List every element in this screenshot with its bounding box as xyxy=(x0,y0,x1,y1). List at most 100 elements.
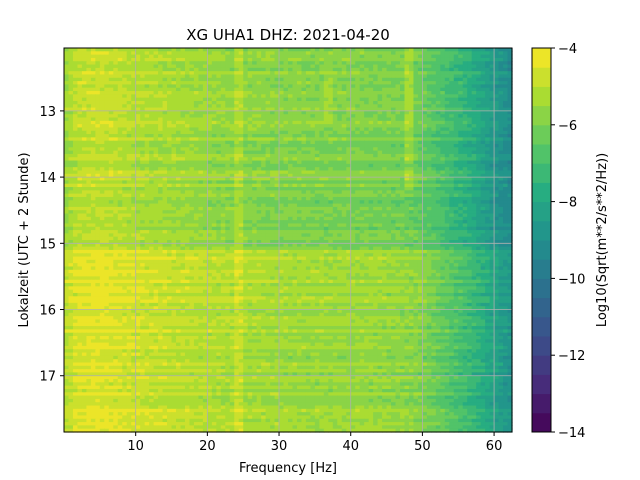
heatmap-cell xyxy=(202,87,208,92)
heatmap-cell xyxy=(274,150,280,155)
heatmap-cell xyxy=(117,150,123,155)
heatmap-cell xyxy=(462,134,468,138)
heatmap-cell xyxy=(305,61,311,66)
heatmap-cell xyxy=(193,134,199,138)
heatmap-cell xyxy=(167,130,173,135)
heatmap-cell xyxy=(193,150,199,155)
heatmap-cell xyxy=(503,134,509,138)
heatmap-cell xyxy=(72,150,79,155)
heatmap-cell xyxy=(72,130,79,135)
heatmap-cell xyxy=(153,150,159,155)
heatmap-cell xyxy=(404,77,410,82)
heatmap-cell xyxy=(462,124,468,129)
heatmap-cell xyxy=(283,150,289,155)
heatmap-cell xyxy=(292,157,298,162)
heatmap-cell xyxy=(171,64,177,69)
heatmap-cell xyxy=(489,153,495,158)
heatmap-cell xyxy=(207,97,213,102)
heatmap-cell xyxy=(314,48,320,52)
heatmap-cell xyxy=(256,153,262,158)
heatmap-cell xyxy=(247,150,253,155)
heatmap-cell xyxy=(337,64,343,69)
heatmap-cell xyxy=(86,77,92,82)
heatmap-cell xyxy=(485,150,491,155)
heatmap-cell xyxy=(220,120,226,125)
heatmap-cell xyxy=(202,150,208,155)
heatmap-cell xyxy=(503,144,509,148)
heatmap-cell xyxy=(211,134,217,138)
heatmap-cell xyxy=(167,67,173,72)
heatmap-cell xyxy=(305,84,311,89)
heatmap-cell xyxy=(494,157,500,162)
heatmap-cell xyxy=(485,104,491,109)
heatmap-cell xyxy=(355,97,361,102)
heatmap-cell xyxy=(310,124,316,129)
heatmap-cell xyxy=(507,84,513,89)
heatmap-cell xyxy=(350,157,356,162)
heatmap-cell xyxy=(435,74,441,79)
heatmap-cell xyxy=(498,120,504,125)
heatmap-cell xyxy=(485,77,491,82)
heatmap-cell xyxy=(220,57,226,62)
heatmap-cell xyxy=(193,153,199,158)
heatmap-cell xyxy=(503,120,509,125)
heatmap-cell xyxy=(413,74,419,79)
heatmap-cell xyxy=(225,64,231,69)
heatmap-cell xyxy=(180,94,186,99)
heatmap-cell xyxy=(274,160,280,165)
heatmap-cell xyxy=(296,97,303,102)
heatmap-cell xyxy=(305,137,311,142)
heatmap-cell xyxy=(386,137,392,142)
heatmap-cell xyxy=(494,54,500,59)
heatmap-cell xyxy=(292,51,298,56)
heatmap-cell xyxy=(288,61,294,66)
heatmap-cell xyxy=(462,127,468,132)
heatmap-cell xyxy=(64,160,70,165)
heatmap-cell xyxy=(341,91,347,95)
heatmap-cell xyxy=(216,67,222,72)
heatmap-cell xyxy=(435,124,441,129)
heatmap-cell xyxy=(476,81,482,86)
heatmap-cell xyxy=(198,77,204,82)
heatmap-cell xyxy=(292,117,298,122)
heatmap-cell xyxy=(162,120,168,125)
heatmap-cell xyxy=(292,110,298,115)
heatmap-cell xyxy=(359,150,365,155)
heatmap-cell xyxy=(382,104,388,109)
heatmap-cell xyxy=(216,117,222,122)
heatmap-cell xyxy=(373,57,379,62)
heatmap-cell xyxy=(261,153,267,158)
heatmap-cell xyxy=(135,48,141,52)
heatmap-cell xyxy=(126,130,132,135)
heatmap-cell xyxy=(382,91,388,95)
heatmap-cell xyxy=(77,150,83,155)
heatmap-cell xyxy=(341,87,347,92)
heatmap-cell xyxy=(480,64,486,69)
heatmap-cell xyxy=(95,160,101,165)
heatmap-cell xyxy=(494,137,500,142)
heatmap-cell xyxy=(480,57,486,62)
heatmap-cell xyxy=(408,157,415,162)
heatmap-cell xyxy=(359,147,365,152)
heatmap-cell xyxy=(238,157,244,162)
heatmap-cell xyxy=(337,120,343,125)
heatmap-cell xyxy=(135,81,141,86)
heatmap-cell xyxy=(270,120,276,125)
heatmap-cell xyxy=(328,147,334,152)
heatmap-cell xyxy=(90,100,96,105)
heatmap-cell xyxy=(485,64,491,69)
heatmap-cell xyxy=(77,74,83,79)
heatmap-cell xyxy=(108,117,114,122)
heatmap-cell xyxy=(149,100,155,105)
heatmap-cell xyxy=(408,71,415,76)
heatmap-cell xyxy=(373,144,379,148)
heatmap-cell xyxy=(301,124,307,129)
heatmap-cell xyxy=(86,130,92,135)
heatmap-cell xyxy=(480,140,486,145)
heatmap-cell xyxy=(77,147,83,152)
heatmap-cell xyxy=(90,54,96,59)
heatmap-cell xyxy=(238,64,244,69)
heatmap-cell xyxy=(395,81,401,86)
heatmap-cell xyxy=(283,91,289,95)
heatmap-cell xyxy=(480,114,486,119)
